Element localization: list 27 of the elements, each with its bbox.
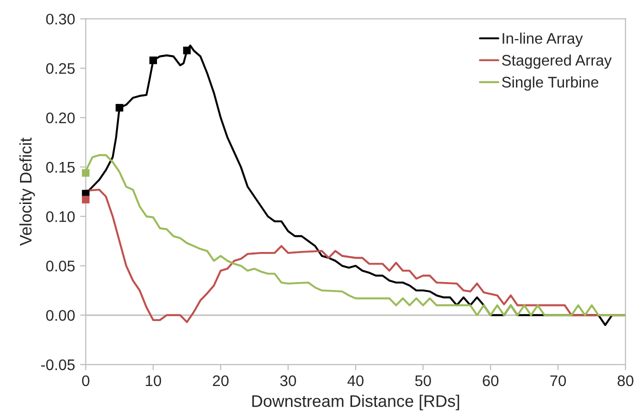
y-tick-label: 0.25 [46,63,75,74]
point [82,196,90,204]
y-tick-label: 0.05 [46,260,75,272]
y-tick-label: 0.30 [46,14,75,25]
x-tick-label: 20 [212,375,229,386]
x-tick-label: 60 [482,375,498,386]
x-tick-label: 70 [550,375,566,386]
y-tick-label: 0.00 [46,310,75,321]
x-tick-label: 40 [347,375,364,386]
x-tick-label: 80 [618,375,634,386]
point [149,56,157,64]
x-tick-label: 10 [146,375,162,386]
y-tick-label: 0.20 [46,112,75,124]
y-tick-label: 0.15 [46,162,75,173]
x-axis-title: Downstream Distance [RDs] [252,394,460,410]
point [116,104,124,112]
point [82,169,90,177]
y-tick-label: 0.10 [46,211,75,222]
y-tick-label: -0.05 [41,359,75,370]
y-axis-title: Velocity Deficit [19,138,35,246]
legend-label: Staggered Array [502,54,612,69]
x-tick-label: 30 [280,375,296,386]
point [183,46,191,54]
legend-label: Single Turbine [502,76,598,91]
x-tick-label: 50 [415,375,431,386]
legend-label: In-line Array [502,32,583,47]
x-tick-label: 0 [82,375,90,386]
